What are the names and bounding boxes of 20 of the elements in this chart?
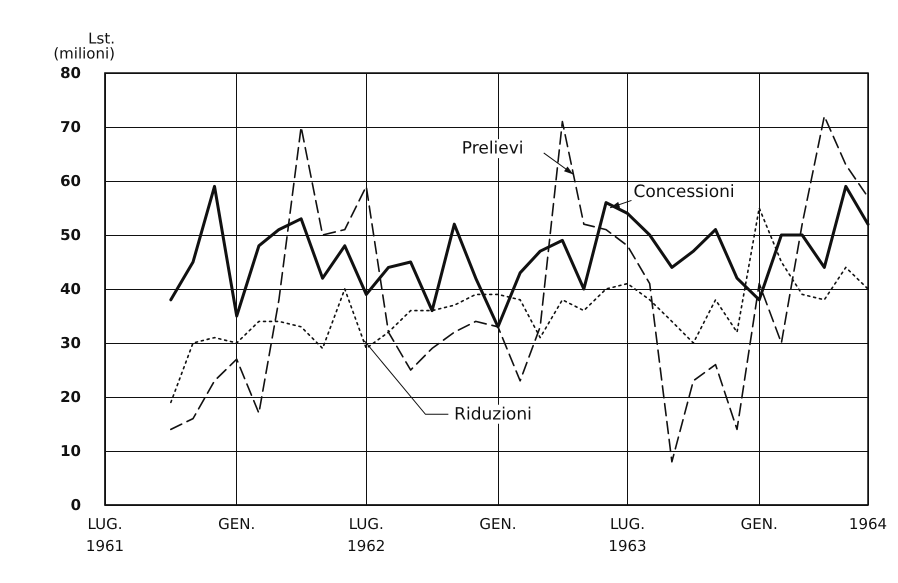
y-tick-label: 80 bbox=[60, 64, 81, 82]
y-tick-label: 70 bbox=[60, 118, 81, 136]
y-tick-label: 0 bbox=[70, 496, 81, 514]
x-tick-label: GEN. bbox=[740, 515, 778, 533]
series-label: Concessioni bbox=[633, 182, 735, 202]
y-tick-label: 10 bbox=[60, 442, 81, 460]
y-tick-label: 60 bbox=[60, 172, 81, 190]
text: Prelievi bbox=[462, 138, 524, 159]
y-tick-label: 40 bbox=[60, 280, 81, 298]
x-tick-label: GEN. bbox=[479, 515, 516, 533]
x-tick-label: GEN. bbox=[218, 515, 256, 533]
x-tick-label: LUG. 1961 bbox=[86, 515, 124, 555]
x-tick-label: LUG. 1963 bbox=[608, 515, 647, 555]
x-tick-label: LUG. 1962 bbox=[347, 515, 386, 555]
y-tick-label: 50 bbox=[60, 226, 81, 244]
y-tick-label: 30 bbox=[60, 334, 81, 352]
text: Riduzioni bbox=[454, 404, 532, 424]
y-tick-label: 20 bbox=[60, 388, 81, 406]
x-tick-label: 1964 bbox=[848, 515, 888, 533]
y-axis-title: Lst. (milioni) bbox=[53, 30, 115, 62]
